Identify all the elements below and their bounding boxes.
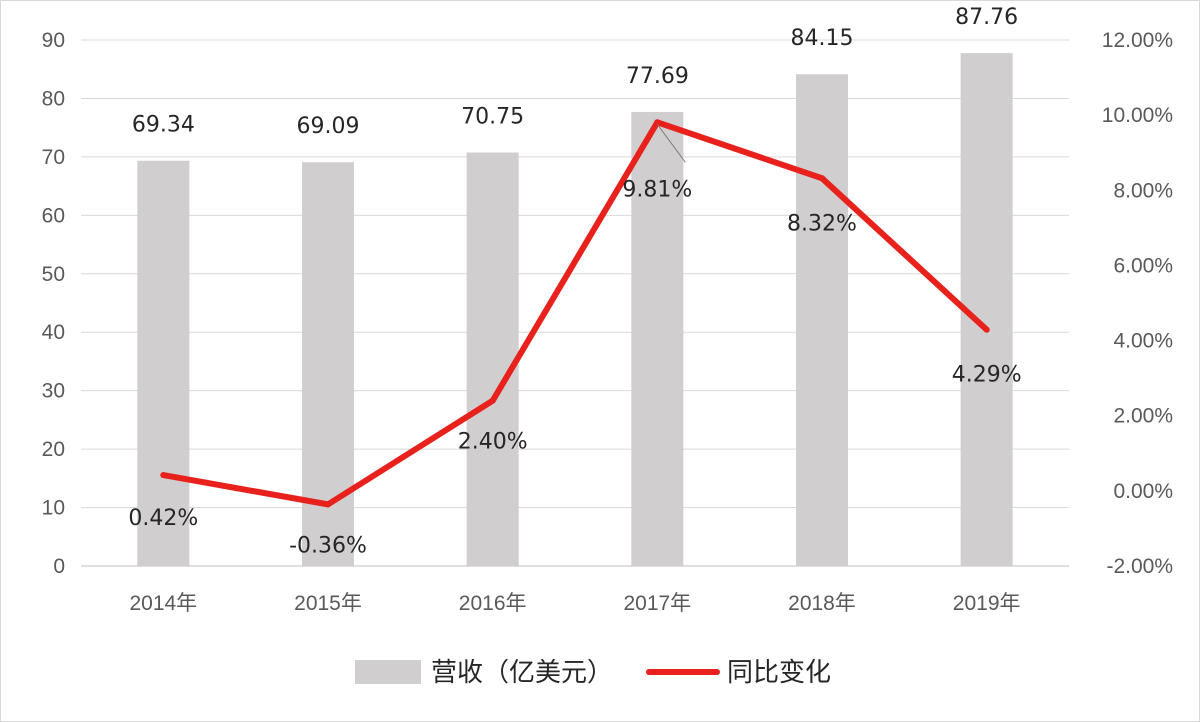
line-series: [160, 119, 990, 508]
line-value-label: 2.40%: [458, 430, 528, 455]
bar-value-label: 69.09: [297, 114, 360, 139]
y-left-tick-label: 30: [42, 380, 65, 403]
bar: [796, 74, 848, 566]
y-left-tick-label: 60: [42, 204, 65, 227]
y-left-tick-label: 90: [42, 29, 65, 52]
y-left-tick-label: 40: [42, 321, 65, 344]
x-tick-label: 2018年: [788, 592, 856, 615]
y-right-tick-label: -2.00%: [1106, 555, 1173, 578]
y-left-tick-label: 80: [42, 87, 65, 110]
line-point: [819, 175, 825, 182]
y-right-tick-label: 12.00%: [1102, 29, 1173, 52]
y-right-tick-label: 4.00%: [1113, 330, 1173, 353]
line-point: [983, 326, 990, 333]
x-tick-label: 2019年: [953, 592, 1021, 615]
bar-series: [137, 53, 1013, 567]
y-right-tick-label: 10.00%: [1102, 104, 1173, 127]
bar: [960, 53, 1013, 567]
bar-value-label: 77.69: [626, 64, 689, 89]
line-point: [160, 472, 167, 479]
y-right-tick-label: 2.00%: [1113, 405, 1173, 428]
line-value-label: 8.32%: [787, 211, 857, 236]
legend-label-revenue: 营收（亿美元）: [431, 658, 613, 688]
y-right-tick-label: 8.00%: [1113, 179, 1173, 202]
line-value-label: 0.42%: [128, 506, 198, 531]
bar: [466, 152, 519, 566]
y-left-tick-label: 10: [42, 497, 65, 520]
x-tick-label: 2014年: [129, 592, 197, 615]
y-right-tick-label: 6.00%: [1113, 254, 1173, 277]
y-right-tick-label: 0.00%: [1113, 480, 1173, 503]
line-value-label: 9.81%: [622, 177, 692, 202]
x-tick-label: 2017年: [623, 592, 691, 615]
line-value-label: 4.29%: [952, 363, 1022, 388]
legend-swatch-revenue: [355, 660, 421, 684]
legend: 营收（亿美元） 同比变化: [355, 658, 831, 688]
bar-value-label: 87.76: [955, 5, 1018, 30]
bar-value-label: 70.75: [461, 105, 524, 130]
bar-value-label: 84.15: [791, 26, 854, 51]
bar-value-label: 69.34: [132, 113, 195, 138]
y-left-tick-label: 20: [42, 438, 65, 461]
legend-label-yoy: 同比变化: [727, 658, 831, 688]
y-left-tick-label: 70: [42, 146, 65, 169]
y-left-tick-label: 50: [42, 263, 65, 286]
x-tick-label: 2015年: [294, 592, 362, 615]
gridlines: [81, 39, 1069, 567]
bar: [631, 111, 684, 566]
line-point: [654, 119, 661, 126]
label-leader-line: [656, 123, 686, 163]
line-point: [325, 501, 331, 508]
line-point: [489, 397, 496, 404]
y-left-tick-label: 0: [53, 555, 65, 578]
line-value-label: -0.36%: [289, 533, 367, 558]
axes: 0 10 20 30 40 50 60 70 80 90 -2.00% 0.00% 2.00% 4.00%…: [42, 29, 1173, 615]
data-labels: 69.34 69.09 70.75 77.69 84.15 87.76 0.42% -0.36…: [128, 5, 1021, 558]
bar: [137, 160, 190, 566]
x-tick-label: 2016年: [459, 592, 527, 615]
line-series-path: [160, 119, 990, 508]
